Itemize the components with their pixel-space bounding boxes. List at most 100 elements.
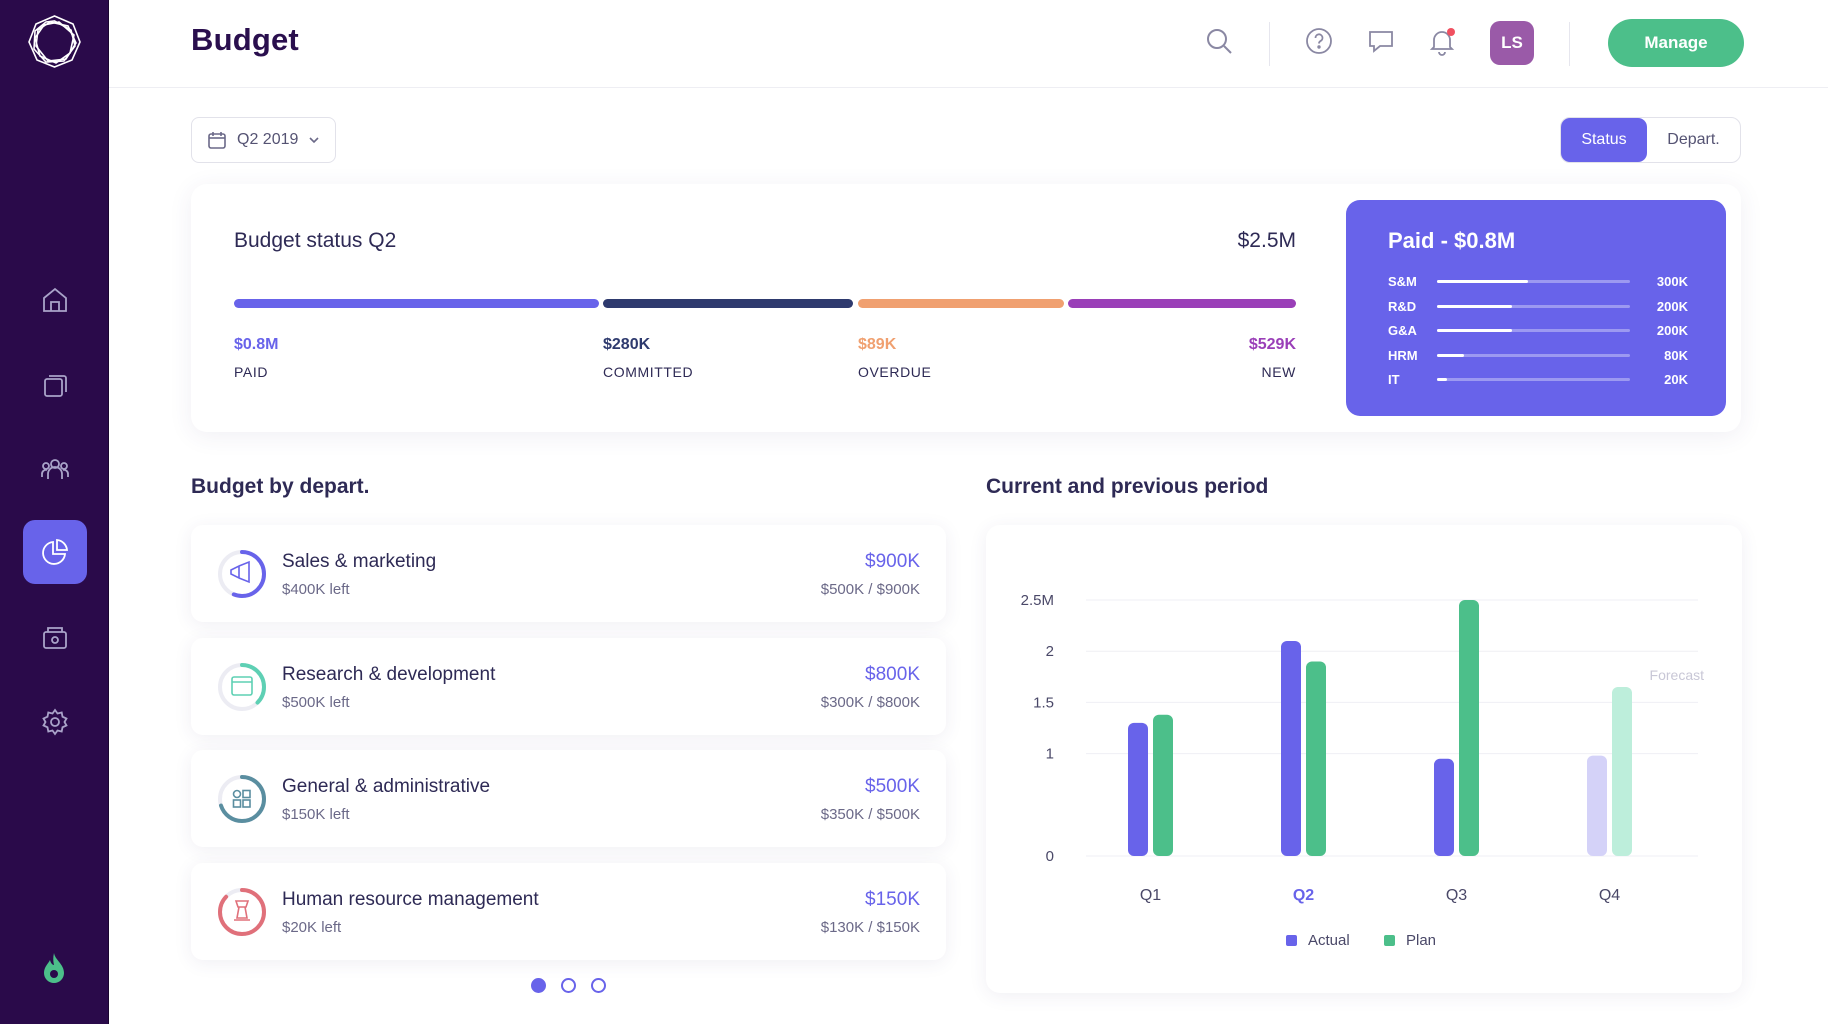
status-total: $2.5M	[1237, 229, 1296, 252]
period-value: Q2 2019	[237, 131, 299, 148]
x-tick-label: Q4	[1599, 887, 1620, 904]
avatar[interactable]: LS	[1490, 21, 1534, 65]
y-tick-label: 0	[1046, 848, 1054, 865]
chat-icon	[1369, 31, 1393, 53]
paid-row-amount: 200K	[1656, 323, 1688, 338]
paid-row-rd: R&D 200K	[1388, 297, 1688, 317]
manage-button[interactable]: Manage	[1608, 19, 1744, 67]
paid-row-amount: 20K	[1664, 372, 1688, 387]
toggle-department[interactable]: Depart.	[1667, 131, 1720, 148]
department-spent-ratio: $350K / $500K	[820, 806, 920, 823]
period-chart-card: 0 1 1.5 2 2.5M Q1 Q2 Q3 Q4 Forecast Actual Plan	[986, 525, 1742, 993]
status-bar-new	[1068, 299, 1296, 308]
paid-row-fill	[1437, 353, 1465, 357]
department-card[interactable]: Research & development $500K left $800K $30…	[191, 637, 946, 735]
chart-title: Current and previous period	[986, 475, 1269, 498]
paid-row-label: IT	[1388, 372, 1400, 387]
department-remaining: $20K left	[282, 918, 342, 936]
documents-icon	[44, 375, 67, 397]
x-tick-label: Q3	[1446, 887, 1467, 904]
department-progress-ring	[218, 775, 266, 823]
gear-icon	[42, 708, 68, 736]
paid-row-amount: 200K	[1656, 298, 1688, 314]
department-name: Research & development	[282, 663, 496, 685]
status-bar-committed	[603, 299, 853, 308]
notifications-button[interactable]	[1425, 24, 1459, 58]
paid-breakdown-card[interactable]: Paid - $0.8M S&M 300K R&D 200K G&A 200K HRM 80K…	[1346, 200, 1726, 416]
departments-title: Budget by depart.	[191, 475, 370, 498]
period-bar-chart: 0 1 1.5 2 2.5M Q1 Q2 Q3 Q4 Forecast Actual Plan	[1021, 592, 1704, 949]
legend-label-actual: Actual	[1308, 932, 1350, 949]
legend-swatch-actual	[1286, 935, 1297, 946]
x-tick-label: Q1	[1140, 887, 1161, 904]
department-budget: $800K	[865, 663, 920, 685]
sidebar-item-home[interactable]	[23, 268, 87, 332]
department-name: General & administrative	[282, 776, 491, 797]
page-dot-1[interactable]	[531, 978, 546, 993]
logo-icon[interactable]	[26, 13, 83, 70]
paid-breakdown-title: Paid - $0.8M	[1388, 228, 1516, 253]
paid-row-label: S&M	[1388, 274, 1417, 289]
department-progress-ring	[218, 887, 266, 936]
committed-value: $280K	[603, 336, 651, 353]
y-tick-label: 2.5M	[1021, 592, 1054, 609]
page-title: Budget	[191, 22, 299, 57]
toggle-status[interactable]: Status	[1561, 118, 1647, 162]
status-bar-overdue	[858, 299, 1064, 308]
legend-swatch-plan	[1384, 935, 1395, 946]
chess-icon	[234, 899, 250, 921]
sidebar-item-team[interactable]	[23, 437, 87, 501]
department-name: Sales & marketing	[282, 551, 437, 572]
paid-row-fill	[1437, 304, 1513, 308]
search-icon	[1207, 29, 1232, 54]
page-dot-3[interactable]	[591, 978, 606, 993]
budget-status-card: Budget status Q2 $2.5M $0.8M PAID $280K …	[191, 184, 1741, 432]
megaphone-icon	[230, 560, 250, 584]
paid-value: $0.8M	[234, 336, 279, 353]
paid-row-track	[1437, 304, 1630, 308]
department-card[interactable]: Sales & marketing $400K left $900K $500K / …	[191, 525, 946, 622]
department-spent-ratio: $300K / $800K	[820, 693, 920, 711]
department-spent-ratio: $500K / $900K	[820, 581, 920, 598]
home-icon	[43, 287, 67, 312]
department-card[interactable]: Human resource management $20K left $150K $…	[191, 862, 946, 960]
view-toggle: Status Depart.	[1560, 117, 1741, 163]
paid-row-track	[1437, 353, 1630, 357]
committed-label: COMMITTED	[603, 364, 694, 380]
header-divider	[1569, 22, 1570, 66]
status-title: Budget status Q2	[234, 229, 397, 252]
sidebar-item-budget[interactable]	[23, 520, 87, 584]
bar-plan-q3	[1459, 600, 1479, 856]
x-tick-label: Q2	[1293, 887, 1314, 904]
wallet-icon	[43, 627, 67, 649]
paid-row-track	[1437, 280, 1630, 283]
bar-actual-q3	[1434, 758, 1454, 856]
paid-row-fill	[1437, 329, 1513, 332]
sidebar-item-wallet[interactable]	[23, 606, 87, 670]
y-tick-label: 2	[1046, 643, 1054, 660]
sidebar-item-settings[interactable]	[23, 690, 87, 754]
period-select[interactable]: Q2 2019	[191, 117, 336, 163]
pagination	[531, 978, 606, 993]
help-button[interactable]	[1302, 24, 1336, 58]
paid-row-amount: 300K	[1656, 274, 1688, 289]
pie-chart-icon	[42, 539, 68, 565]
header-divider	[1269, 22, 1270, 66]
status-bar-paid	[234, 299, 599, 308]
bar-actual-q2	[1281, 640, 1301, 856]
sidebar	[0, 0, 109, 1024]
paid-row-ga: G&A 200K	[1388, 321, 1688, 341]
department-card[interactable]: General & administrative $150K left $500K $…	[191, 750, 946, 847]
sidebar-item-documents[interactable]	[23, 353, 87, 417]
paid-row-label: R&D	[1388, 298, 1417, 314]
search-button[interactable]	[1202, 24, 1236, 58]
help-icon	[1306, 28, 1332, 54]
page-dot-2[interactable]	[561, 978, 576, 993]
legend-label-plan: Plan	[1406, 932, 1436, 949]
bar-plan-q4	[1612, 687, 1632, 856]
chat-button[interactable]	[1364, 24, 1398, 58]
department-budget: $150K	[865, 888, 920, 910]
overdue-value: $89K	[858, 336, 897, 353]
chevron-down-icon	[309, 137, 319, 144]
